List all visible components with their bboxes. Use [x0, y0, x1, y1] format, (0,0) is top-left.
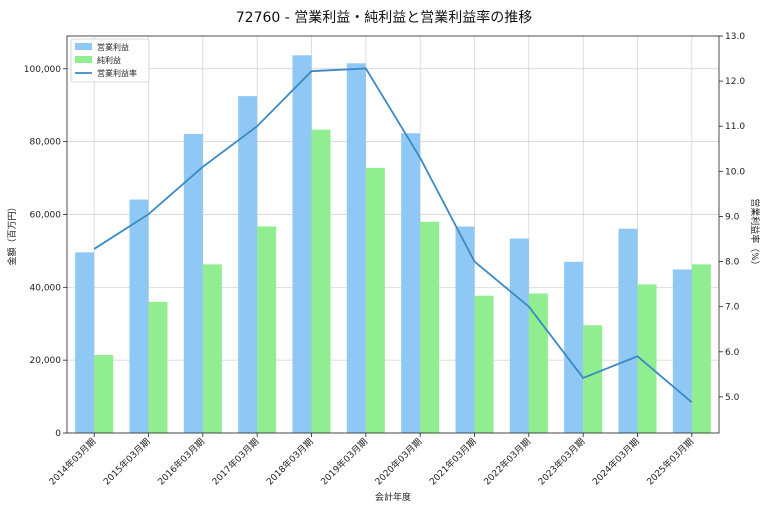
net-profit-bar: [257, 226, 277, 433]
y-tick-label: 100,000: [24, 65, 61, 75]
bars: [75, 55, 711, 434]
y-axis-right: 5.0 6.0 7.0 8.0 9.0 10.0 11.0 12.0 13.0: [719, 32, 745, 403]
net-profit-bar: [474, 295, 494, 433]
operating-profit-bar: [509, 238, 529, 433]
net-profit-bar: [420, 221, 440, 433]
x-axis: 2014年03月期 2015年03月期 2016年03月期 2017年03月期 2018…: [46, 433, 696, 488]
y-tick-label: 60,000: [30, 210, 62, 220]
legend-label: 営業利益率: [97, 68, 137, 78]
x-tick-label: 2022年03月期: [481, 436, 533, 488]
operating-profit-bar: [75, 252, 95, 433]
y-tick-label: 80,000: [30, 138, 62, 148]
y-axis-left: 0 20,000 40,000 60,000 80,000 100,000: [24, 65, 67, 439]
net-profit-bar: [94, 355, 114, 433]
operating-profit-bar: [129, 199, 149, 433]
x-tick-label: 2014年03月期: [46, 436, 98, 488]
net-profit-bar: [583, 325, 603, 433]
x-axis-label: 会計年度: [375, 491, 411, 503]
operating-profit-bar: [346, 63, 366, 433]
net-profit-bar: [311, 129, 331, 433]
operating-profit-bar: [564, 261, 584, 433]
y2-axis-label: 営業利益率（%）: [749, 198, 761, 270]
legend-swatch: [75, 43, 92, 50]
net-profit-bar: [528, 293, 548, 433]
operating-profit-bar: [183, 133, 203, 434]
y-tick-label: 0: [55, 429, 61, 439]
y2-tick-label: 7.0: [725, 303, 740, 313]
y2-tick-label: 8.0: [725, 258, 740, 268]
y-tick-label: 40,000: [30, 283, 62, 293]
x-tick-label: 2020年03月期: [372, 436, 424, 488]
legend-swatch: [75, 56, 92, 63]
operating-profit-bar: [401, 133, 421, 433]
operating-profit-bar: [292, 55, 312, 433]
net-profit-bar: [637, 284, 657, 433]
operating-margin-line: [93, 67, 693, 404]
x-tick-label: 2015年03月期: [101, 436, 153, 488]
y2-tick-label: 5.0: [725, 393, 740, 403]
y2-tick-label: 9.0: [725, 212, 740, 222]
plot-frame: [66, 35, 720, 434]
y-axis-label: 金額（百万円）: [6, 202, 18, 265]
x-tick-label: 2024年03月期: [590, 436, 642, 488]
y2-tick-label: 10.0: [725, 167, 745, 177]
x-tick-label: 2018年03月期: [264, 436, 316, 488]
operating-profit-bar: [455, 226, 475, 433]
y2-tick-label: 12.0: [725, 77, 745, 87]
legend-label: 純利益: [97, 55, 121, 65]
y-tick-label: 20,000: [30, 356, 62, 366]
operating-profit-bar: [618, 228, 638, 433]
x-tick-label: 2019年03月期: [318, 436, 370, 488]
net-profit-bar: [365, 167, 385, 433]
x-tick-label: 2025年03月期: [644, 436, 696, 488]
x-tick-label: 2021年03月期: [427, 436, 479, 488]
x-tick-label: 2016年03月期: [155, 436, 207, 488]
y2-tick-label: 13.0: [725, 32, 745, 42]
operating-profit-bar: [672, 269, 692, 433]
y2-tick-label: 11.0: [725, 122, 745, 132]
chart-title: 72760 - 営業利益・純利益と営業利益率の推移: [236, 9, 533, 26]
net-profit-bar: [691, 264, 711, 433]
net-profit-bar: [148, 301, 168, 433]
legend-label: 営業利益: [97, 42, 129, 52]
x-tick-label: 2017年03月期: [209, 436, 261, 488]
net-profit-bar: [202, 264, 222, 433]
x-tick-label: 2023年03月期: [535, 436, 587, 488]
y2-tick-label: 6.0: [725, 348, 740, 358]
ratio-line-group: [93, 67, 693, 404]
operating-profit-bar: [238, 96, 258, 434]
